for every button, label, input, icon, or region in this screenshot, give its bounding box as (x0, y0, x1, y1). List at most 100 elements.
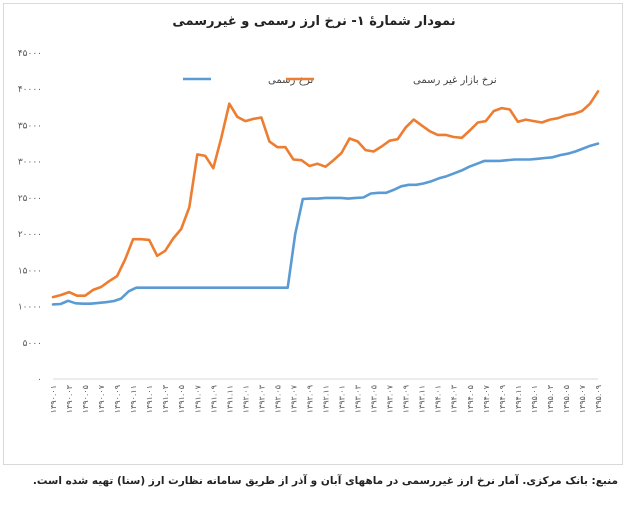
data-point (597, 142, 599, 145)
x-tick-label: ۱۳۹۲.۰۱ (241, 385, 250, 413)
x-tick-label: ۱۳۹۳.۰۳ (354, 384, 363, 413)
data-point (260, 116, 263, 119)
data-point (228, 102, 231, 105)
data-point (491, 160, 493, 162)
data-point (388, 139, 391, 142)
data-point (460, 169, 463, 172)
x-tick-label: ۱۳۹۰.۰۷ (97, 384, 106, 413)
data-point (180, 228, 183, 230)
x-tick-label: ۱۳۹۰.۰۱ (49, 385, 58, 413)
data-point (324, 165, 327, 168)
data-point (506, 159, 509, 162)
data-point (279, 286, 281, 289)
x-tick-label: ۱۳۹۲.۱۱ (322, 385, 331, 413)
data-point (407, 183, 410, 186)
data-point (483, 160, 486, 162)
data-point (573, 113, 575, 115)
data-point (396, 138, 399, 141)
data-point (140, 238, 143, 241)
data-point (484, 120, 487, 122)
x-tick-label: ۱۳۹۲.۰۳ (257, 384, 266, 413)
x-tick-label: ۱۳۹۴.۰۷ (482, 384, 491, 413)
data-point (428, 130, 431, 133)
y-tick-label: ۴۰۰۰۰ (18, 85, 42, 95)
data-point (332, 197, 334, 199)
data-point (127, 290, 130, 293)
data-point (158, 286, 160, 289)
data-point (236, 115, 239, 118)
y-tick-label: ۰ (37, 375, 42, 385)
data-point (108, 280, 110, 283)
x-tick-label: ۱۳۹۱.۰۱ (145, 385, 154, 413)
data-point (438, 177, 440, 180)
data-point (549, 118, 551, 121)
x-tick-label: ۱۳۹۳.۰۷ (386, 384, 395, 413)
data-point (142, 286, 145, 289)
y-tick-label: ۴۵۰۰۰ (18, 49, 42, 59)
data-point (492, 110, 495, 112)
y-tick-label: ۲۰۰۰۰ (18, 230, 42, 240)
y-tick-label: ۲۵۰۰۰ (18, 194, 42, 204)
data-point (150, 286, 153, 289)
line-chart: ۰ ۵۰۰۰ ۱۰۰۰۰ ۱۵۰۰۰ ۲۰۰۰۰ ۲۵۰۰۰ ۳۰۰۰۰ ۳۵۰۰۰ ۴۰۰۰۰… (18, 49, 603, 413)
data-point (476, 121, 479, 124)
data-point (525, 118, 527, 121)
x-tick-label: ۱۳۹۳.۰۵ (370, 385, 379, 413)
data-point (453, 172, 456, 175)
x-tick-label: ۱۳۹۱.۰۷ (193, 384, 202, 413)
data-point (203, 286, 206, 289)
data-point (105, 301, 107, 304)
data-point (76, 294, 78, 297)
data-point (589, 144, 592, 147)
data-point (521, 158, 524, 161)
data-point (256, 286, 259, 289)
x-tick-label: ۱۳۹۰.۰۹ (113, 385, 122, 413)
x-tick-label: ۱۳۹۱.۰۹ (209, 385, 218, 413)
data-point (252, 118, 255, 120)
data-point (317, 197, 319, 200)
data-point (348, 137, 351, 140)
data-point (364, 149, 367, 152)
data-point (292, 158, 295, 161)
chart-title: نمودار شمارۀ ۱- نرخ ارز رسمی و غیررسمی (172, 14, 456, 29)
chart-axes: ۰ ۵۰۰۰ ۱۰۰۰۰ ۱۵۰۰۰ ۲۰۰۰۰ ۲۵۰۰۰ ۳۰۰۰۰ ۳۵۰۰۰ ۴۰۰۰۰… (18, 49, 603, 413)
x-tick-label: ۱۳۹۵.۰۹ (594, 385, 603, 413)
x-tick-label: ۱۳۹۴.۱۱ (514, 385, 523, 413)
data-point (180, 286, 183, 289)
data-point (52, 303, 54, 306)
data-point (67, 299, 69, 302)
data-point (268, 140, 271, 143)
chart-frame (3, 3, 623, 465)
data-point (112, 300, 115, 302)
data-point (248, 286, 251, 289)
y-tick-label: ۱۵۰۰۰ (18, 266, 42, 276)
data-point (582, 147, 584, 150)
data-point (565, 114, 567, 117)
data-point (264, 286, 266, 289)
data-point (195, 286, 198, 289)
data-point (89, 302, 92, 305)
data-point (84, 294, 86, 297)
data-point (82, 302, 85, 305)
data-point (286, 286, 289, 289)
data-point (444, 134, 447, 136)
y-tick-label: ۳۰۰۰۰ (18, 158, 42, 168)
data-point (120, 297, 122, 300)
x-tick-label: ۱۳۹۲.۰۹ (305, 385, 314, 413)
data-point (574, 150, 577, 153)
data-point (226, 286, 229, 289)
data-point (412, 118, 415, 121)
data-point (211, 286, 213, 289)
data-point (173, 286, 176, 289)
x-tick-label: ۱۳۹۵.۰۳ (546, 384, 555, 413)
data-point (500, 107, 503, 109)
data-point (316, 162, 319, 165)
data-point (559, 154, 562, 157)
data-point (356, 140, 359, 143)
x-tick-label: ۱۳۹۳.۰۱ (338, 385, 347, 413)
data-point (276, 146, 279, 149)
data-point (148, 239, 151, 241)
data-point (340, 152, 343, 154)
data-point (241, 286, 244, 289)
x-tick-label: ۱۳۹۱.۰۵ (177, 385, 186, 413)
